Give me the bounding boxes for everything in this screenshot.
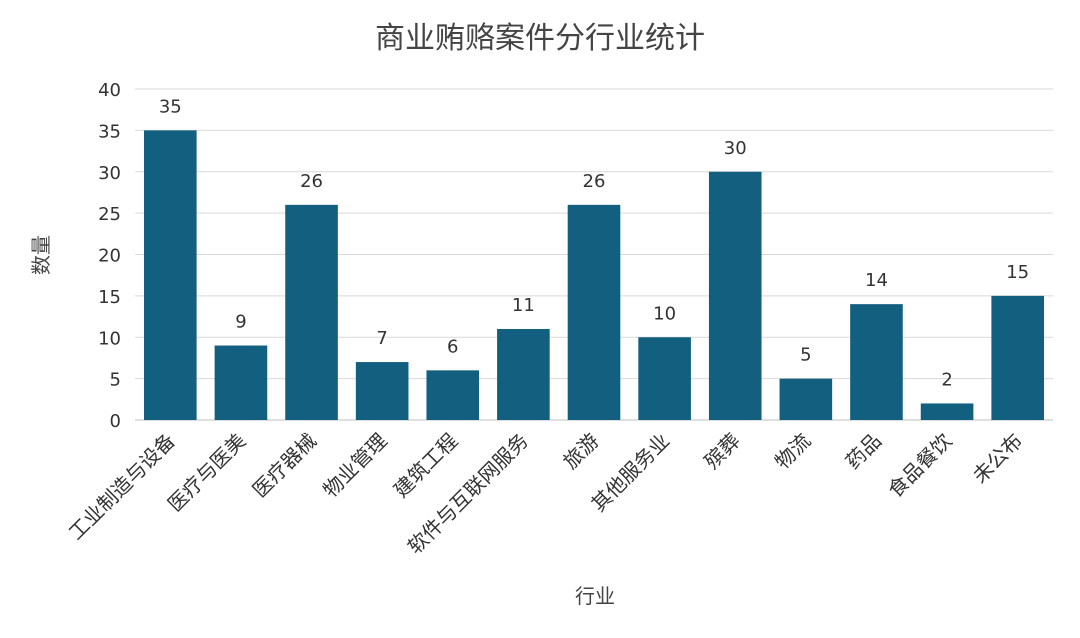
bar (214, 345, 268, 420)
x-axis-label: 行业 (575, 584, 615, 608)
bar (779, 378, 833, 420)
data-label: 7 (376, 328, 387, 349)
data-label: 10 (653, 303, 676, 324)
x-tick-label: 医疗器械 (248, 429, 322, 503)
bar (285, 204, 338, 420)
y-tick-label: 10 (98, 328, 121, 349)
y-tick-label: 15 (98, 287, 121, 308)
bar (567, 204, 621, 420)
x-tick-label: 未公布 (968, 429, 1027, 488)
chart-title: 商业贿赂案件分行业统计 (375, 21, 705, 56)
y-tick-label: 30 (98, 163, 121, 184)
data-label: 35 (159, 96, 182, 117)
x-axis-ticks: 工业制造与设备医疗与医美医疗器械物业管理建筑工程软件与互联网服务 旅游其他服务业殡… (64, 429, 1027, 559)
bar (355, 362, 409, 420)
x-tick-label: 食品餐饮 (883, 429, 957, 503)
bar (497, 328, 550, 420)
x-tick-label: 软件与互联网服务 (403, 429, 533, 559)
data-label: 30 (724, 138, 747, 159)
x-tick-label: 工业制造与设备 (64, 429, 180, 545)
y-tick-label: 5 (110, 370, 121, 391)
y-tick-label: 40 (98, 80, 121, 101)
data-label: 11 (512, 295, 535, 316)
x-tick-label: 药品 (841, 429, 886, 474)
bar (144, 130, 197, 420)
data-label: 26 (300, 171, 323, 192)
x-tick-label: 建筑工程 (389, 429, 463, 503)
y-axis-label: 数量 (29, 235, 53, 275)
bar (426, 370, 480, 420)
bar (991, 295, 1044, 420)
data-label: 15 (1006, 262, 1029, 283)
bar (638, 337, 691, 420)
data-label: 5 (800, 345, 811, 366)
y-tick-label: 25 (98, 204, 121, 225)
x-tick-label: 物流 (770, 429, 815, 474)
bar (850, 304, 903, 420)
data-label: 26 (583, 171, 606, 192)
data-label: 6 (447, 336, 458, 357)
y-tick-label: 20 (98, 246, 121, 267)
data-label: 9 (235, 312, 246, 333)
data-label: 2 (941, 369, 952, 390)
y-axis-ticks: 0 5 10 15 20 25 30 35 40 (98, 80, 121, 432)
x-tick-label: 殡葬 (700, 429, 745, 474)
y-tick-label: 35 (98, 121, 121, 142)
x-tick-label: 物业管理 (318, 429, 392, 503)
y-tick-label: 0 (110, 411, 121, 432)
bars (144, 130, 1044, 420)
data-labels: 35 9 26 7 6 11 26 10 30 5 14 2 15 (159, 96, 1029, 390)
x-tick-label: 旅游 (558, 429, 603, 474)
bar (708, 171, 762, 420)
bar (920, 403, 974, 420)
data-label: 14 (865, 270, 888, 291)
